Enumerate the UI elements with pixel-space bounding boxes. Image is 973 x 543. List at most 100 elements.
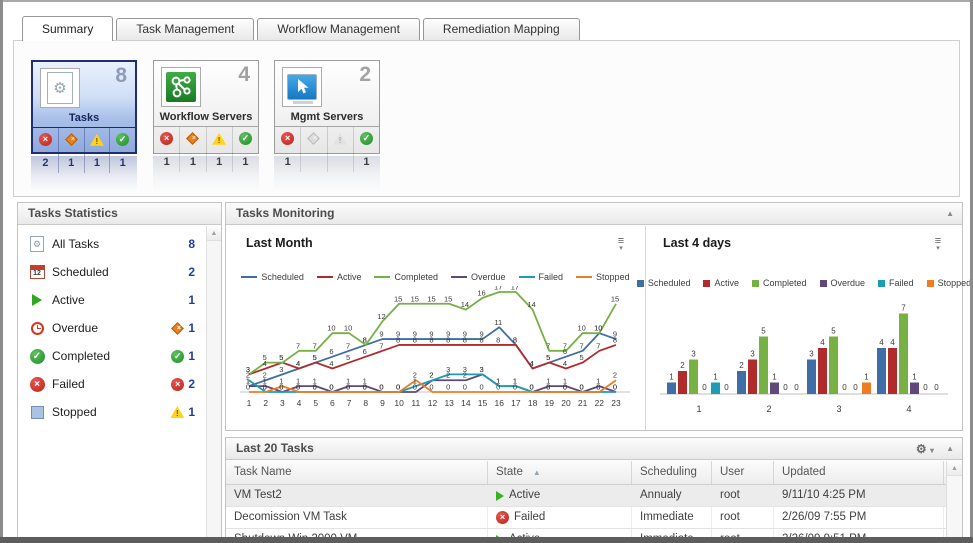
value-label: 4 bbox=[530, 359, 534, 368]
scroll-up-icon[interactable]: ▲ bbox=[207, 226, 221, 241]
column-header-state[interactable]: State ▲ bbox=[488, 461, 632, 484]
tasks-count: 8 bbox=[115, 64, 127, 87]
tab-summary[interactable]: Summary bbox=[22, 16, 114, 41]
table-scrollbar[interactable]: ▲ bbox=[946, 461, 962, 542]
x-tick-label: 10 bbox=[394, 398, 404, 408]
value-label: 15 bbox=[394, 294, 402, 303]
x-tick-label: 22 bbox=[595, 398, 605, 408]
card-reflection bbox=[274, 156, 380, 192]
mg-ok-count: 1 bbox=[352, 154, 379, 172]
value-label: 9 bbox=[429, 330, 433, 339]
x-tick-label: 20 bbox=[561, 398, 571, 408]
tasks-card-label: Tasks bbox=[68, 112, 100, 124]
warning-triangle-icon: ! bbox=[212, 132, 227, 145]
tasks-statistics-title: Tasks Statistics bbox=[28, 206, 118, 220]
overdue-diamond-icon-disabled bbox=[307, 132, 321, 146]
gear-icon[interactable]: ⚙ ▾ bbox=[915, 442, 934, 456]
value-label: 2 bbox=[429, 371, 433, 380]
x-tick-label: 3 bbox=[836, 404, 841, 414]
mgmt-servers-label: Mgmt Servers bbox=[290, 111, 364, 123]
series-line-stopped bbox=[249, 379, 617, 393]
value-label: 1 bbox=[596, 377, 600, 386]
x-tick-label: 2 bbox=[766, 404, 771, 414]
failed-icon: × bbox=[281, 132, 295, 146]
column-header-scheduling[interactable]: Scheduling bbox=[632, 461, 712, 484]
tasks-warning-count: 1 bbox=[83, 155, 110, 173]
value-label: 2 bbox=[446, 371, 450, 380]
value-label: 1 bbox=[713, 373, 718, 382]
value-label: 5 bbox=[831, 327, 836, 336]
value-label: 3 bbox=[246, 365, 250, 374]
series-line-completed bbox=[248, 291, 617, 376]
value-label: 7 bbox=[563, 341, 567, 350]
card-workflow-servers[interactable]: 4 Workflow Servers × ! ✓ 1 1 1 1 bbox=[153, 60, 259, 172]
stats-item-failed[interactable]: × Failed × 2 bbox=[18, 370, 205, 398]
chart-menu-icon[interactable]: ≡ ▾ bbox=[934, 235, 942, 253]
line-chart-legend: Scheduled Active Completed Overdue Failed Sto… bbox=[226, 272, 645, 282]
value-label: 5 bbox=[279, 353, 283, 362]
value-label: 0 bbox=[379, 383, 383, 392]
value-label: 0 bbox=[446, 383, 450, 392]
value-label: 1 bbox=[279, 377, 283, 386]
value-label: 0 bbox=[279, 383, 283, 392]
overdue-diamond-icon bbox=[171, 321, 185, 335]
mg-warning-count bbox=[326, 154, 353, 172]
table-row[interactable]: Decomission VM Task × Failed Immediate ro… bbox=[226, 507, 962, 529]
value-label: 4 bbox=[563, 359, 567, 368]
value-label: 5 bbox=[580, 353, 584, 362]
ok-check-icon: ✓ bbox=[171, 349, 185, 363]
collapse-icon[interactable]: ▲ bbox=[946, 444, 954, 453]
stopped-value: 1 bbox=[188, 405, 195, 419]
stats-item-completed[interactable]: ✓ Completed ✓ 1 bbox=[18, 342, 205, 370]
stats-item-overdue[interactable]: Overdue 1 bbox=[18, 314, 205, 342]
tab-task-management[interactable]: Task Management bbox=[116, 18, 255, 40]
value-label: 9 bbox=[413, 330, 417, 339]
value-label: 0 bbox=[313, 383, 317, 392]
x-tick-label: 8 bbox=[363, 398, 368, 408]
value-label: 5 bbox=[761, 327, 766, 336]
stats-item-active[interactable]: Active 1 bbox=[18, 286, 205, 314]
tab-workflow-management[interactable]: Workflow Management bbox=[257, 18, 420, 40]
value-label: 0 bbox=[923, 383, 928, 392]
value-label: 3 bbox=[446, 365, 450, 374]
legend-label: Active bbox=[336, 272, 362, 282]
collapse-icon[interactable]: ▲ bbox=[946, 209, 954, 218]
last-month-line-chart[interactable]: 1 2 3 4 5 6 7 8 9 10 11 12 13 14 15 16 17 18 19 20 21 22 23123… bbox=[234, 286, 637, 422]
stats-item-scheduled[interactable]: 12 Scheduled 2 bbox=[18, 258, 205, 286]
tasks-statistics-panel: Tasks Statistics ▲ ⚙ All Tasks 8 12 Sche… bbox=[17, 202, 222, 542]
tab-remediation-mapping[interactable]: Remediation Mapping bbox=[422, 18, 580, 40]
bar-active bbox=[748, 359, 757, 394]
legend-marker bbox=[751, 279, 759, 287]
card-tasks[interactable]: ⚙ 8 Tasks × ! ✓ 2 1 1 1 bbox=[31, 60, 137, 173]
card-mgmt-servers[interactable]: 2 Mgmt Servers × ! ✓ 1 1 bbox=[274, 60, 380, 172]
value-label: 4 bbox=[296, 359, 300, 368]
legend-marker bbox=[576, 275, 593, 279]
bar-stopped bbox=[862, 382, 871, 394]
stats-item-stopped[interactable]: Stopped ! 1 bbox=[18, 398, 205, 426]
stats-scrollbar[interactable]: ▲ bbox=[206, 226, 221, 542]
column-header-user[interactable]: User bbox=[712, 461, 774, 484]
legend-marker bbox=[451, 275, 467, 279]
active-state-icon bbox=[496, 490, 504, 501]
scroll-up-icon[interactable]: ▲ bbox=[947, 461, 962, 476]
value-label: 1 bbox=[246, 377, 250, 386]
table-row[interactable]: VM Test2 Active Annualy root 9/11/10 4:2… bbox=[226, 485, 962, 507]
value-label: 1 bbox=[669, 373, 674, 382]
failed-value: 2 bbox=[188, 377, 195, 391]
column-header-task-name[interactable]: Task Name bbox=[226, 461, 488, 484]
value-label: 7 bbox=[379, 341, 383, 350]
stats-item-all-tasks[interactable]: ⚙ All Tasks 8 bbox=[18, 230, 205, 258]
legend-item-active: Active bbox=[703, 278, 739, 288]
value-label: 15 bbox=[611, 294, 619, 303]
column-header-updated[interactable]: Updated bbox=[774, 461, 944, 484]
chart-menu-icon[interactable]: ≡ ▾ bbox=[617, 235, 625, 253]
overdue-diamond-icon bbox=[186, 132, 200, 146]
value-label: 16 bbox=[477, 288, 485, 297]
stats-list: ⚙ All Tasks 8 12 Scheduled 2 Active 1 Ov… bbox=[18, 230, 205, 426]
value-label: 3 bbox=[750, 350, 755, 359]
workflow-servers-icon bbox=[161, 67, 201, 107]
bar-completed bbox=[829, 336, 838, 394]
value-label: 0 bbox=[363, 383, 367, 392]
bar-scheduled bbox=[737, 371, 746, 394]
